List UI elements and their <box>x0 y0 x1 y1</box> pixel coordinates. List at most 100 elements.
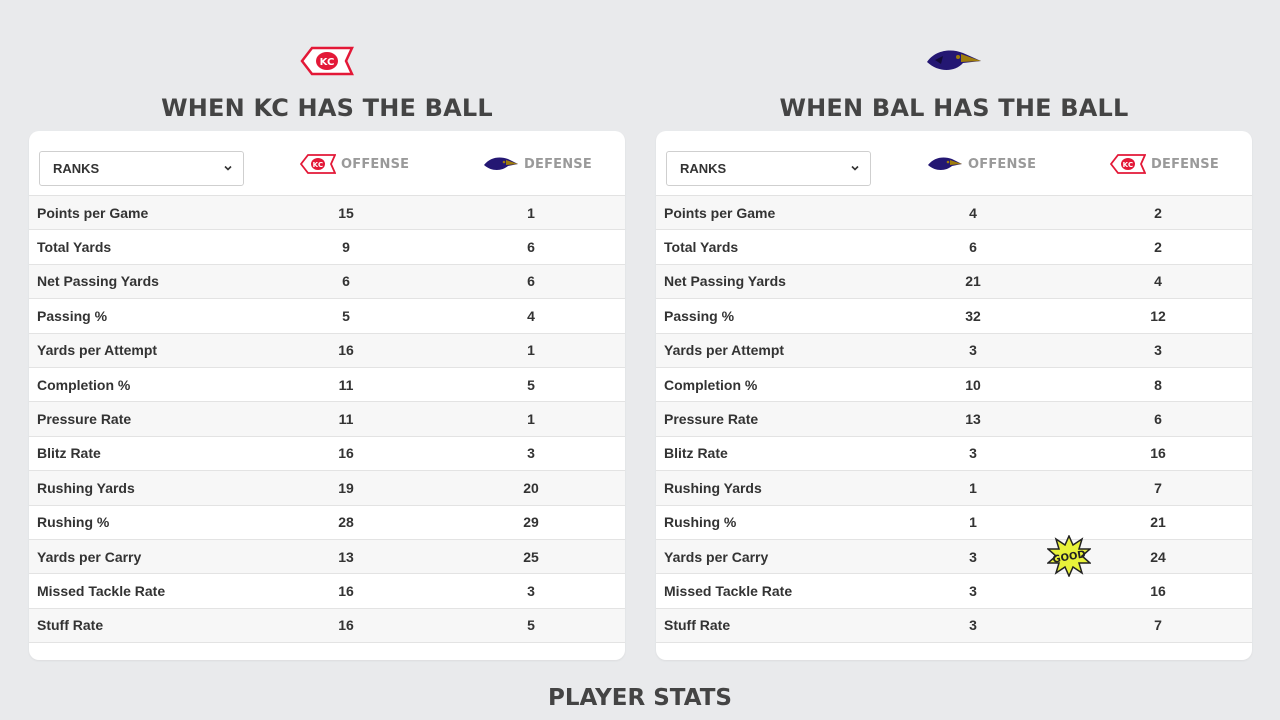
stats-card: RANKS KC OFFENSE <box>29 131 625 660</box>
stat-label: Stuff Rate <box>37 617 104 634</box>
table-row: Total Yards 9 6 <box>29 230 625 265</box>
stat-label: Yards per Carry <box>37 548 142 565</box>
stat-label: Yards per Carry <box>664 548 769 565</box>
offense-rank: 3 <box>969 617 977 634</box>
offense-rank: 3 <box>969 582 977 599</box>
stat-label: Points per Game <box>37 204 149 221</box>
table-row: Net Passing Yards 6 6 <box>29 264 625 300</box>
table-row: Total Yards 6 2 <box>656 230 1252 265</box>
stat-label: Passing % <box>37 307 108 324</box>
stat-type-select[interactable]: RANKS <box>666 151 871 186</box>
stat-label: Passing % <box>664 307 735 324</box>
defense-rank: 3 <box>527 445 535 462</box>
defense-rank: 1 <box>527 342 535 359</box>
player-stats-heading: PLAYER STATS <box>548 685 732 711</box>
defense-rank: 16 <box>1150 445 1166 462</box>
table-row: Missed Tackle Rate 3 16 <box>656 574 1252 609</box>
card-header: RANKS OFFENSE KC <box>656 131 1252 196</box>
defense-rank: 2 <box>1154 204 1162 221</box>
stat-type-select[interactable]: RANKS <box>39 151 244 186</box>
offense-rank: 16 <box>338 342 354 359</box>
defense-rank: 12 <box>1150 307 1166 324</box>
table-row: Yards per Attempt 3 3 <box>656 333 1252 368</box>
table-row: Completion % 11 5 <box>29 367 625 403</box>
table-row: Net Passing Yards 21 4 <box>656 264 1252 300</box>
panel-title: WHEN BAL HAS THE BALL <box>779 94 1129 122</box>
table-row: Blitz Rate 16 3 <box>29 436 625 472</box>
bal-ravens-logo-icon <box>926 153 964 175</box>
card-header: RANKS KC OFFENSE <box>29 131 625 196</box>
table-row: Blitz Rate 3 16 <box>656 436 1252 472</box>
table-row: Pressure Rate 11 1 <box>29 402 625 437</box>
stat-label: Yards per Attempt <box>664 342 785 359</box>
offense-rank: 16 <box>338 617 354 634</box>
defense-rank: 6 <box>527 273 535 290</box>
offense-rank: 3 <box>969 342 977 359</box>
offense-rank: 1 <box>969 479 977 496</box>
kc-chiefs-logo-icon: KC <box>299 153 337 175</box>
offense-rank: 1 <box>969 514 977 531</box>
good-starburst-icon: GOOD <box>1046 534 1092 578</box>
bal-ravens-logo-icon <box>482 153 520 175</box>
offense-rank: 11 <box>338 411 354 428</box>
stat-label: Completion % <box>664 376 758 393</box>
defense-rank: 6 <box>527 239 535 256</box>
table-row: Points per Game 15 1 <box>29 196 625 231</box>
table-row: Missed Tackle Rate 16 3 <box>29 574 625 609</box>
table-row: Rushing Yards 1 7 <box>656 471 1252 506</box>
stat-label: Rushing Yards <box>664 479 762 496</box>
defense-rank: 7 <box>1154 479 1162 496</box>
defense-rank: 3 <box>527 582 535 599</box>
offense-rank: 21 <box>965 273 981 290</box>
stat-label: Missed Tackle Rate <box>664 582 793 599</box>
bal-ravens-logo-icon <box>924 42 984 80</box>
stat-label: Pressure Rate <box>37 411 132 428</box>
stat-label: Blitz Rate <box>664 445 728 462</box>
stat-label: Completion % <box>37 376 131 393</box>
offense-rank: 6 <box>969 239 977 256</box>
defense-rank: 5 <box>527 617 535 634</box>
offense-rank: 19 <box>338 479 354 496</box>
stat-label: Points per Game <box>664 204 776 221</box>
defense-rank: 3 <box>1154 342 1162 359</box>
defense-rank: 6 <box>1154 411 1162 428</box>
kc-chiefs-logo-icon: KC <box>297 42 357 80</box>
table-row: Passing % 5 4 <box>29 299 625 334</box>
defense-label: DEFENSE <box>1151 156 1219 172</box>
panel-title: WHEN KC HAS THE BALL <box>161 94 493 122</box>
offense-rank: 13 <box>965 411 981 428</box>
stat-label: Pressure Rate <box>664 411 759 428</box>
stats-card: RANKS OFFENSE KC <box>656 131 1252 660</box>
table-row: Yards per Attempt 16 1 <box>29 333 625 368</box>
offense-label: OFFENSE <box>968 156 1037 172</box>
defense-rank: 5 <box>527 376 535 393</box>
defense-rank: 4 <box>527 307 535 324</box>
offense-rank: 15 <box>338 204 354 221</box>
stat-label: Total Yards <box>37 239 112 256</box>
table-row: Yards per Carry 13 25 <box>29 539 625 575</box>
stats-table: Points per Game 4 2 Total Yards 6 2 Net Passin… <box>656 196 1252 644</box>
stat-label: Rushing % <box>37 514 110 531</box>
offense-rank: 16 <box>338 445 354 462</box>
table-row: Stuff Rate 16 5 <box>29 608 625 644</box>
defense-rank: 24 <box>1150 548 1166 565</box>
defense-rank: 25 <box>523 548 539 565</box>
defense-column-header: DEFENSE <box>482 153 592 175</box>
stat-label: Missed Tackle Rate <box>37 582 166 599</box>
table-row: Passing % 32 12 <box>656 299 1252 334</box>
offense-column-header: OFFENSE <box>926 153 1036 175</box>
offense-rank: 11 <box>338 376 354 393</box>
defense-rank: 1 <box>527 411 535 428</box>
defense-column-header: KC DEFENSE <box>1109 153 1219 175</box>
defense-rank: 16 <box>1150 582 1166 599</box>
defense-rank: 1 <box>527 204 535 221</box>
stat-label: Stuff Rate <box>664 617 731 634</box>
defense-rank: 20 <box>523 479 539 496</box>
offense-rank: 28 <box>338 514 354 531</box>
svg-text:KC: KC <box>313 161 324 169</box>
offense-rank: 4 <box>969 204 977 221</box>
stat-label: Net Passing Yards <box>37 273 159 290</box>
stats-table: Points per Game 15 1 Total Yards 9 6 Net Passi… <box>29 196 625 644</box>
table-row: Pressure Rate 13 6 <box>656 402 1252 437</box>
svg-text:KC: KC <box>1123 161 1134 169</box>
